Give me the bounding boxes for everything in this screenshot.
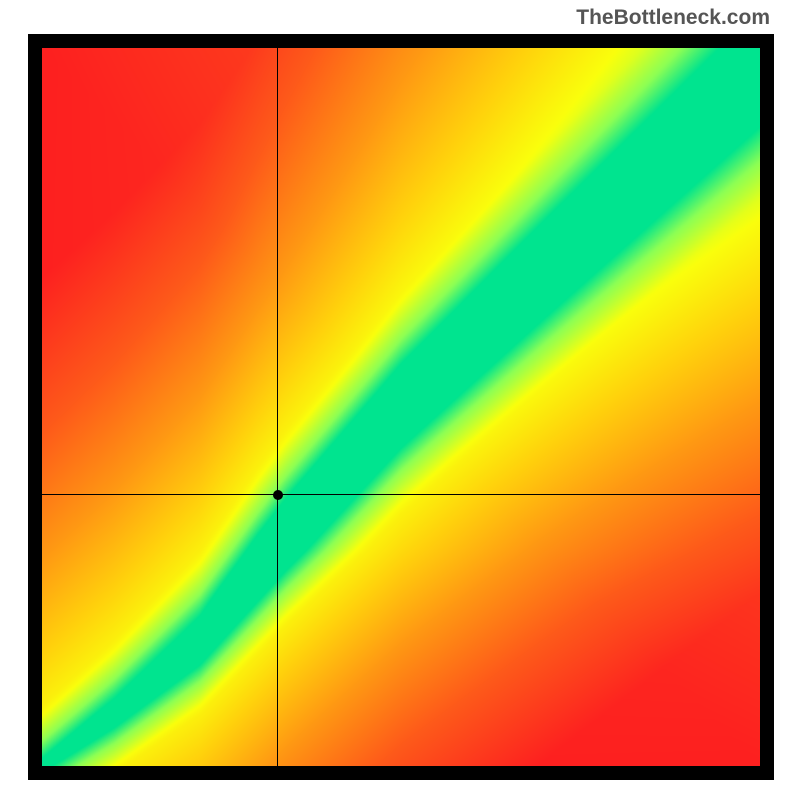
crosshair-marker [273, 490, 283, 500]
heatmap-canvas [42, 48, 760, 766]
watermark-text: TheBottleneck.com [576, 6, 770, 30]
crosshair-horizontal [42, 494, 760, 496]
heatmap-plot-area [42, 48, 760, 766]
crosshair-vertical [277, 48, 279, 766]
